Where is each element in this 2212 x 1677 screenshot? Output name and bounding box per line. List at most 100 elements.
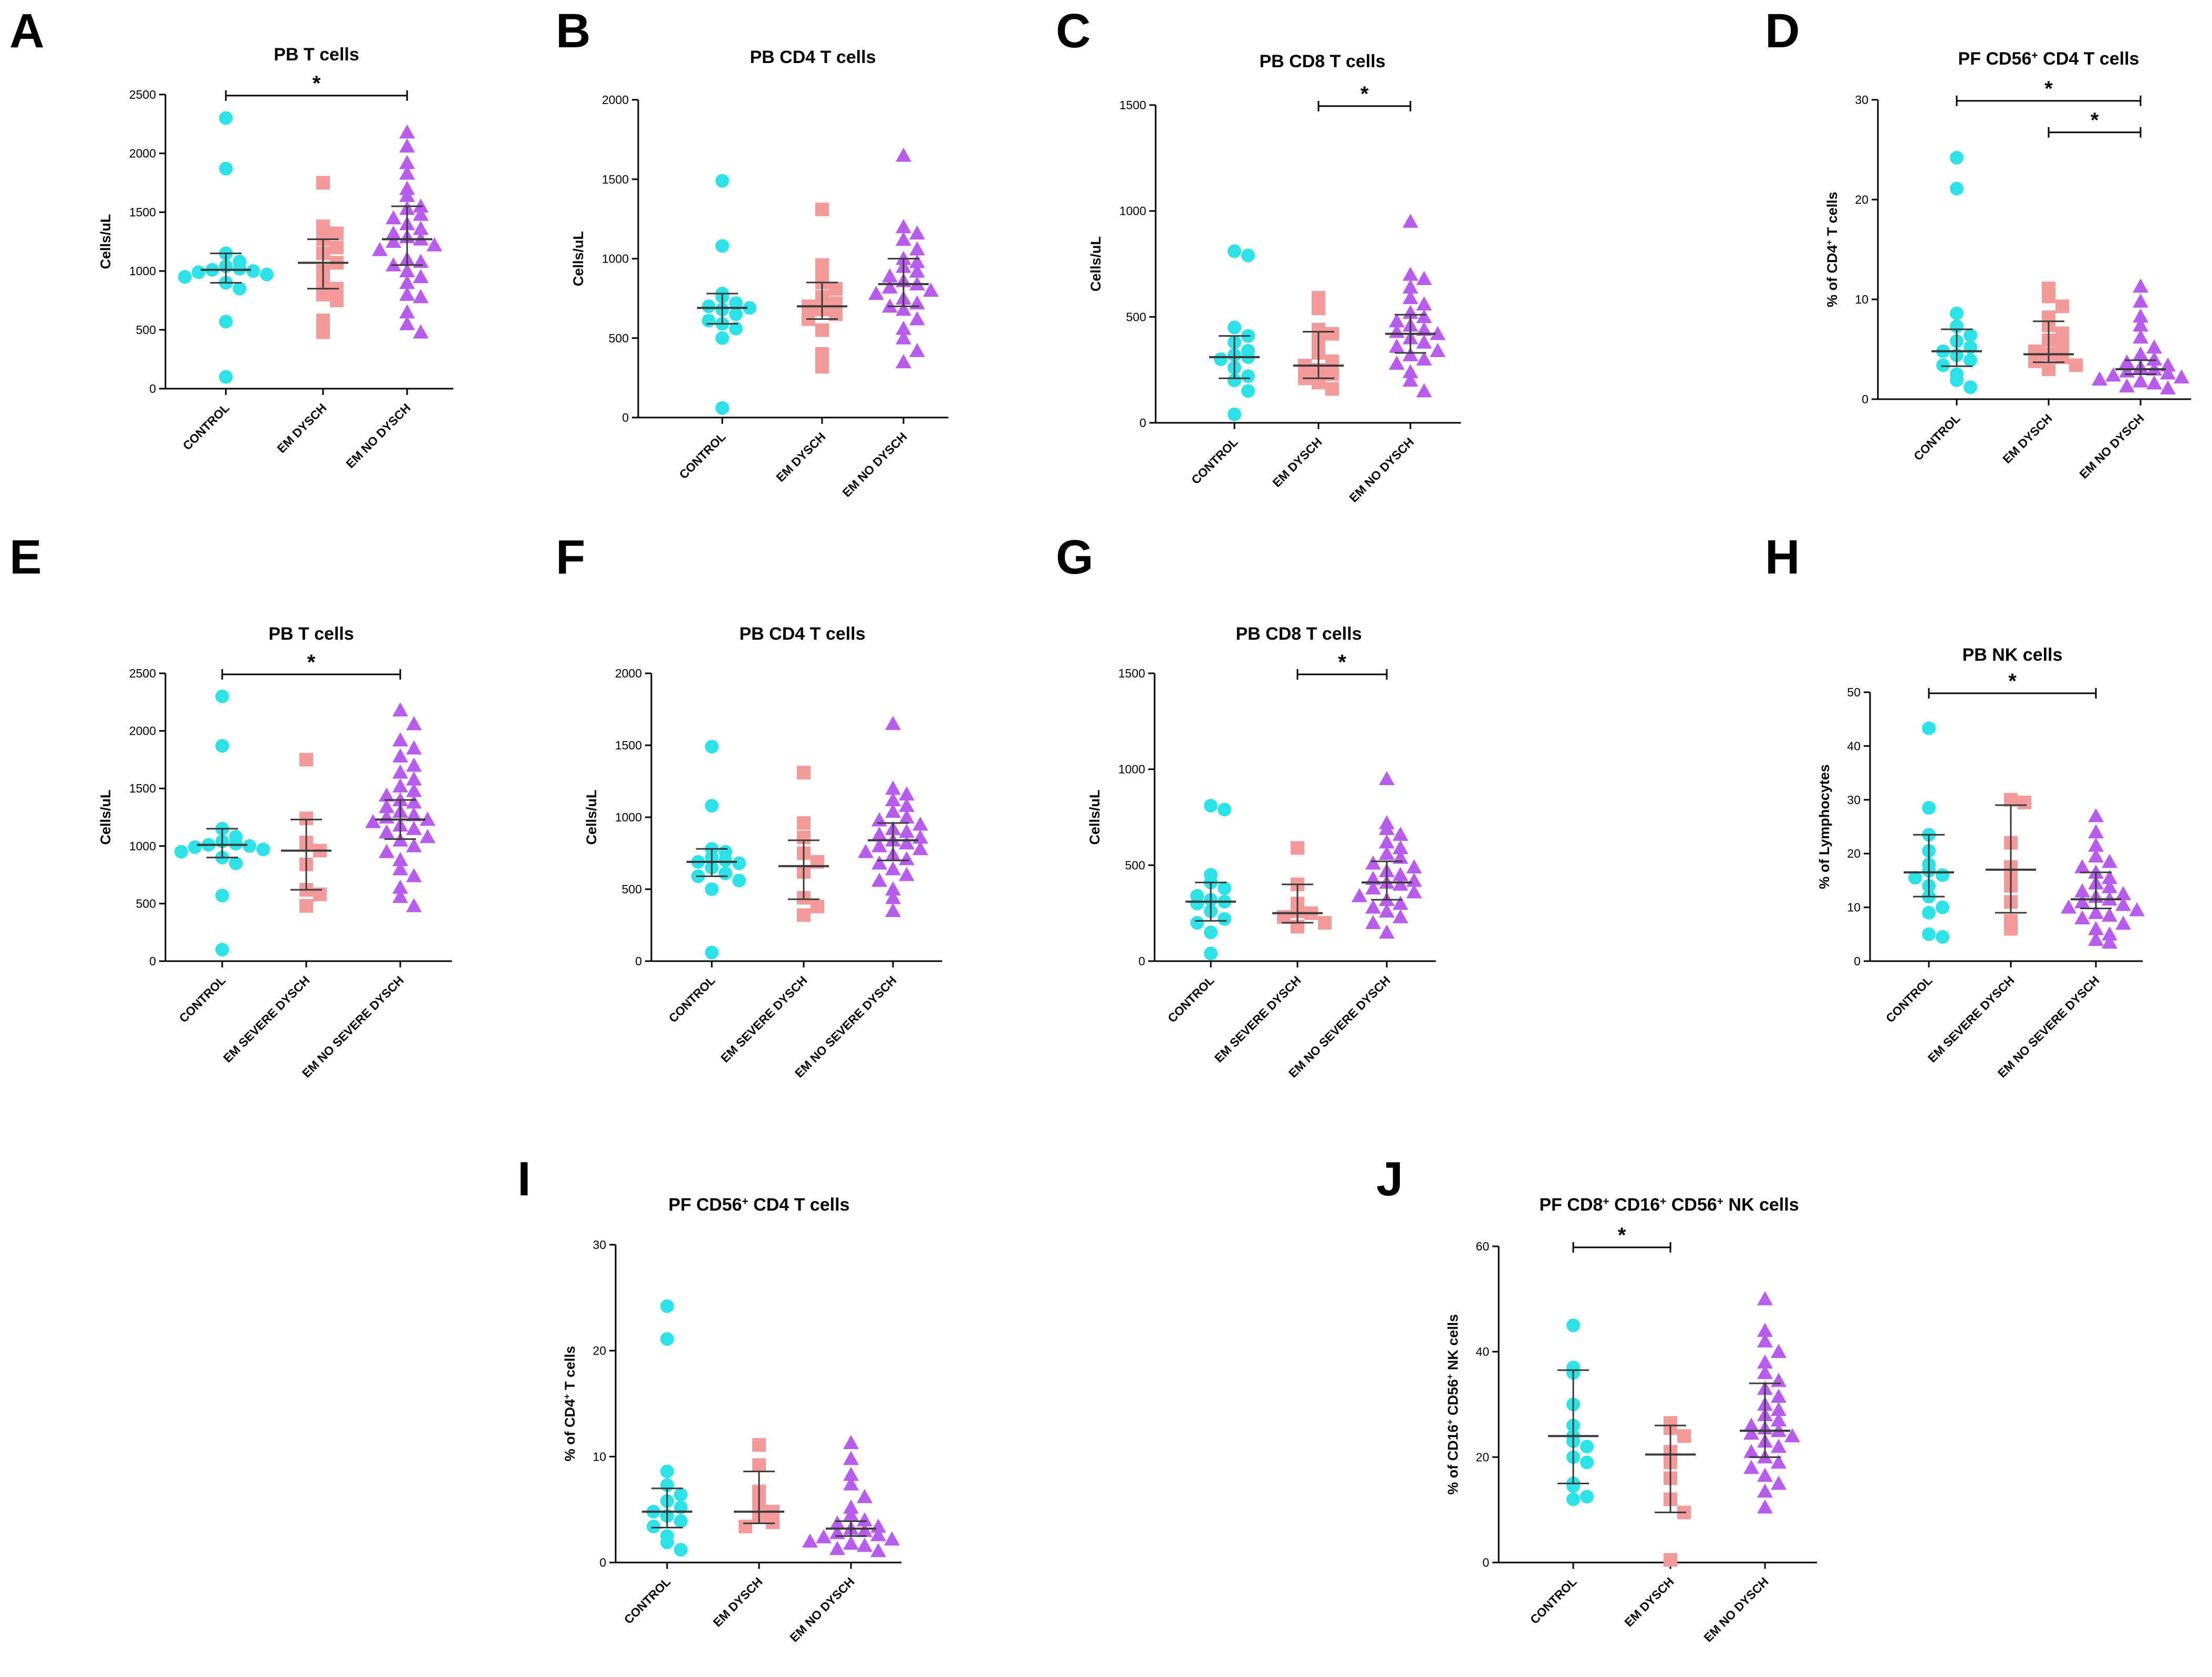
data-point bbox=[909, 295, 925, 310]
data-point bbox=[2119, 378, 2135, 393]
y-axis-label: Cells/uL bbox=[1087, 789, 1103, 845]
panel-letter-i: I bbox=[517, 1152, 531, 1206]
data-point bbox=[1566, 1318, 1580, 1332]
data-point bbox=[1403, 279, 1418, 294]
data-point bbox=[829, 282, 843, 296]
data-point bbox=[2088, 904, 2104, 919]
data-point bbox=[1241, 384, 1255, 398]
series-em-no-severe-dysch bbox=[1352, 770, 1422, 939]
data-point bbox=[715, 174, 729, 188]
data-point bbox=[816, 1529, 832, 1544]
x-tick-label: EM DYSCH bbox=[773, 430, 828, 484]
data-point bbox=[1416, 296, 1432, 311]
data-point bbox=[729, 296, 743, 310]
data-point bbox=[2004, 922, 2018, 936]
data-point bbox=[909, 263, 925, 278]
data-point bbox=[386, 225, 401, 240]
data-point bbox=[330, 226, 344, 241]
data-point bbox=[1580, 1489, 1594, 1504]
chart-title: PB T cells bbox=[274, 45, 359, 65]
data-point bbox=[1964, 380, 1977, 394]
data-point bbox=[392, 748, 408, 763]
data-point bbox=[1241, 248, 1255, 263]
data-point bbox=[871, 812, 887, 827]
data-point bbox=[316, 287, 330, 301]
data-point bbox=[2061, 899, 2076, 914]
data-point bbox=[299, 753, 313, 767]
data-point bbox=[406, 740, 422, 755]
data-point bbox=[2088, 932, 2104, 946]
data-point bbox=[1936, 900, 1949, 914]
chart-title: PF CD56+ CD4 T cells bbox=[669, 1195, 850, 1215]
data-point bbox=[392, 702, 408, 717]
data-point bbox=[427, 237, 442, 252]
data-point bbox=[896, 354, 911, 369]
data-point bbox=[705, 882, 719, 896]
data-point bbox=[1389, 356, 1405, 370]
data-point bbox=[399, 124, 415, 139]
y-tick-label: 0 bbox=[1482, 1556, 1489, 1569]
data-point bbox=[1406, 859, 1422, 873]
data-point bbox=[899, 851, 915, 866]
data-point bbox=[660, 1332, 674, 1346]
y-tick-label: 0 bbox=[635, 954, 642, 968]
data-point bbox=[406, 716, 422, 731]
data-point bbox=[2074, 910, 2090, 925]
data-point bbox=[1430, 342, 1446, 357]
data-point bbox=[330, 294, 344, 307]
series-em-no-dysch bbox=[1385, 213, 1446, 398]
data-point bbox=[406, 757, 422, 772]
y-axis-label: Cells/uL bbox=[98, 214, 113, 269]
panel-c: C PB CD8 T cells 0 500 1000 1500 Cells/uL CONTR… bbox=[1056, 4, 1461, 505]
data-point bbox=[660, 1535, 674, 1549]
data-point bbox=[1771, 1475, 1787, 1490]
data-point bbox=[1389, 313, 1405, 328]
panel-letter-e: E bbox=[9, 530, 41, 584]
data-point bbox=[392, 852, 408, 867]
data-point bbox=[896, 219, 911, 233]
panel-letter-f: F bbox=[556, 530, 585, 584]
x-tick-label: EM SEVERE DYSCH bbox=[1212, 973, 1304, 1065]
data-point bbox=[1743, 1425, 1759, 1440]
data-point bbox=[909, 225, 925, 240]
data-point bbox=[1757, 1499, 1773, 1514]
data-point bbox=[885, 903, 901, 918]
data-point bbox=[1743, 1460, 1759, 1474]
data-point bbox=[1936, 868, 1949, 882]
y-tick-label: 30 bbox=[593, 1238, 606, 1252]
data-point bbox=[857, 1489, 873, 1503]
data-point bbox=[399, 188, 415, 202]
data-point bbox=[1393, 826, 1408, 841]
data-point bbox=[885, 780, 901, 795]
data-point bbox=[802, 1533, 818, 1548]
data-point bbox=[2088, 808, 2104, 822]
y-axis-label: % of CD4+ T cells bbox=[1824, 192, 1841, 307]
significance-star: * bbox=[1338, 651, 1346, 674]
data-point bbox=[1743, 1444, 1759, 1459]
data-point bbox=[715, 239, 729, 253]
data-point bbox=[2133, 278, 2148, 293]
data-point bbox=[379, 787, 394, 802]
x-tick-label: EM SEVERE DYSCH bbox=[221, 973, 313, 1065]
data-point bbox=[386, 210, 401, 225]
data-point bbox=[406, 807, 422, 821]
data-point bbox=[1228, 373, 1241, 388]
data-point bbox=[811, 899, 824, 913]
series-em-no-dysch bbox=[372, 124, 442, 339]
y-tick-label: 1000 bbox=[602, 252, 629, 266]
data-point bbox=[2055, 299, 2069, 314]
x-tick-label: EM NO DYSCH bbox=[1701, 1575, 1771, 1644]
y-tick-label: 1500 bbox=[129, 782, 156, 795]
data-point bbox=[1403, 213, 1418, 228]
x-tick-label: EM NO DYSCH bbox=[2076, 411, 2146, 481]
data-point bbox=[316, 176, 330, 190]
data-point bbox=[1757, 1322, 1773, 1337]
series-control bbox=[687, 739, 746, 960]
significance-star: * bbox=[307, 651, 316, 674]
panel-i: I PF CD56+ CD4 T cells 0 10 20 30 % of CD4+ T … bbox=[517, 1152, 902, 1644]
y-tick-label: 500 bbox=[609, 331, 629, 345]
data-point bbox=[857, 1537, 873, 1552]
data-point bbox=[912, 841, 928, 856]
data-point bbox=[885, 715, 901, 730]
data-point bbox=[178, 270, 192, 284]
